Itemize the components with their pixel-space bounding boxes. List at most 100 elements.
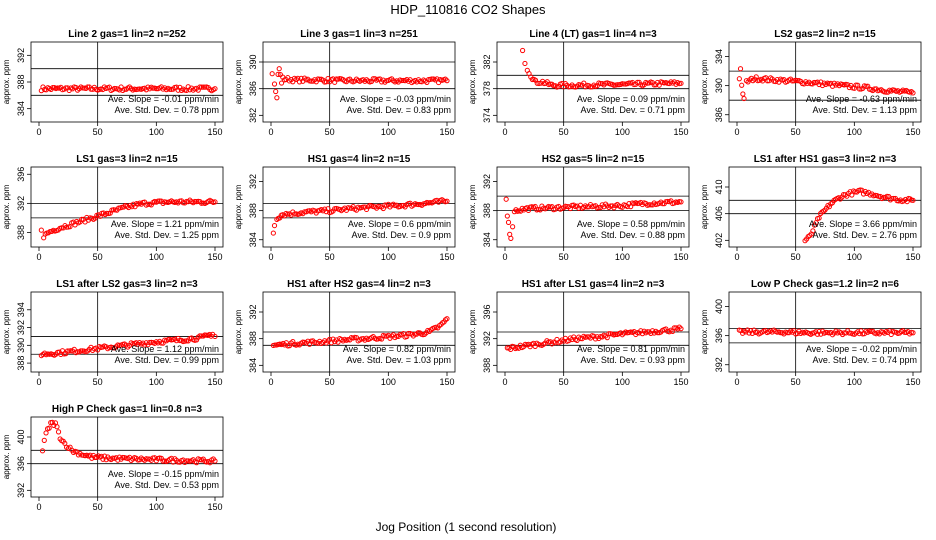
y-tick-label: 400 — [16, 429, 26, 444]
data-point — [678, 326, 684, 332]
data-point — [789, 78, 795, 84]
y-axis-label: approx. ppm — [234, 309, 243, 354]
data-point — [301, 209, 308, 215]
x-tick-label: 0 — [502, 252, 507, 262]
std-dev-annotation: Ave. Std. Dev. = 0.93 ppm — [581, 355, 685, 365]
y-axis-label: approx. ppm — [234, 184, 243, 229]
panel-title: HS2 gas=5 lin=2 n=15 — [542, 154, 645, 165]
panel-title: Line 3 gas=1 lin=3 n=251 — [300, 29, 418, 40]
panel-7: HS2 gas=5 lin=2 n=15 approx. ppm 0 50 100 150… — [468, 154, 690, 262]
panel-3: Line 4 (LT) gas=1 lin=4 n=3 approx. ppm 0 5… — [468, 29, 690, 137]
y-tick-label: 394 — [16, 302, 26, 317]
y-tick-label: 388 — [16, 225, 26, 240]
slope-annotation: Ave. Slope = 0.58 ppm/min — [577, 219, 685, 229]
y-axis-label: approx. ppm — [700, 59, 709, 104]
std-dev-annotation: Ave. Std. Dev. = 0.88 ppm — [581, 230, 685, 240]
x-tick-label: 100 — [847, 252, 862, 262]
x-tick-label: 50 — [325, 252, 335, 262]
y-tick-label: 386 — [248, 81, 258, 96]
y-axis-label: approx. ppm — [468, 309, 477, 354]
slope-annotation: Ave. Slope = 0.81 ppm/min — [577, 344, 685, 354]
data-point — [910, 330, 916, 336]
data-series — [736, 327, 916, 338]
std-dev-annotation: Ave. Std. Dev. = 0.74 ppm — [813, 355, 917, 365]
y-tick-label: 374 — [482, 108, 492, 123]
data-series — [504, 324, 684, 353]
panel-6: HS1 gas=4 lin=2 n=15 approx. ppm 0 50 100 150… — [234, 154, 456, 262]
slope-annotation: Ave. Slope = 0.82 ppm/min — [343, 344, 451, 354]
slope-annotation: Ave. Slope = -0.03 ppm/min — [340, 94, 451, 104]
x-tick-label: 100 — [149, 502, 164, 512]
panel-title: High P Check gas=1 lin=0.8 n=3 — [52, 404, 203, 415]
plot-frame — [728, 41, 922, 123]
y-axis-label: approx. ppm — [2, 184, 11, 229]
data-point — [360, 204, 366, 210]
data-point — [678, 80, 684, 86]
y-tick-label: 392 — [16, 196, 26, 211]
std-dev-annotation: Ave. Std. Dev. = 0.9 ppm — [352, 230, 451, 240]
data-point — [46, 425, 52, 431]
data-point — [678, 199, 684, 205]
data-point — [520, 47, 526, 54]
data-series — [38, 197, 218, 241]
data-point — [317, 76, 323, 82]
data-point — [504, 213, 510, 219]
data-point — [510, 224, 516, 230]
data-point — [79, 216, 85, 222]
panel-title: LS1 gas=3 lin=2 n=15 — [76, 154, 178, 165]
y-tick-label: 378 — [482, 81, 492, 96]
y-axis-label: approx. ppm — [700, 309, 709, 354]
panel-title: HS1 gas=4 lin=2 n=15 — [308, 154, 411, 165]
y-tick-label: 384 — [16, 101, 26, 116]
data-point — [626, 80, 632, 86]
data-point — [202, 84, 208, 90]
data-point — [157, 198, 163, 204]
panel-11: HS1 after LS1 gas=4 lin=2 n=3 approx. ppm… — [468, 279, 690, 387]
y-axis-label: approx. ppm — [2, 59, 11, 104]
data-point — [212, 199, 218, 205]
y-axis-label: approx. ppm — [468, 184, 477, 229]
y-axis-label: approx. ppm — [2, 309, 11, 354]
panel-8: LS1 after HS1 gas=3 lin=2 n=3 approx. ppm… — [700, 154, 922, 262]
data-point — [63, 85, 69, 91]
data-series — [270, 197, 450, 236]
x-tick-label: 150 — [905, 377, 920, 387]
data-point — [621, 81, 627, 87]
slope-annotation: Ave. Slope = 0.09 ppm/min — [577, 94, 685, 104]
data-point — [646, 202, 652, 208]
y-tick-label: 388 — [482, 358, 492, 373]
data-point — [596, 204, 602, 211]
x-tick-label: 50 — [93, 127, 103, 137]
data-point — [153, 86, 159, 92]
x-tick-label: 150 — [207, 252, 222, 262]
data-point — [764, 78, 771, 84]
x-tick-label: 0 — [734, 127, 739, 137]
data-point — [198, 84, 205, 90]
plot-frame — [728, 166, 922, 248]
data-point — [415, 201, 422, 208]
y-tick-label: 394 — [714, 49, 724, 64]
data-point — [275, 71, 281, 77]
y-tick-label: 392 — [248, 304, 258, 319]
data-point — [38, 227, 44, 233]
data-point — [183, 458, 190, 464]
panel-title: HS1 after LS1 gas=4 lin=2 n=3 — [522, 279, 665, 290]
x-tick-label: 50 — [93, 502, 103, 512]
data-point — [606, 331, 612, 337]
data-point — [444, 78, 450, 84]
y-tick-label: 392 — [714, 357, 724, 372]
y-tick-label: 390 — [16, 338, 26, 353]
data-point — [147, 339, 153, 346]
x-tick-label: 50 — [93, 377, 103, 387]
x-tick-label: 100 — [615, 377, 630, 387]
x-tick-label: 150 — [439, 377, 454, 387]
data-point — [78, 348, 84, 354]
x-tick-label: 100 — [149, 252, 164, 262]
data-point — [183, 338, 190, 344]
y-tick-label: 396 — [16, 167, 26, 182]
y-tick-label: 396 — [16, 456, 26, 471]
x-tick-label: 0 — [36, 252, 41, 262]
data-point — [444, 316, 450, 322]
plot-frame — [30, 416, 224, 498]
